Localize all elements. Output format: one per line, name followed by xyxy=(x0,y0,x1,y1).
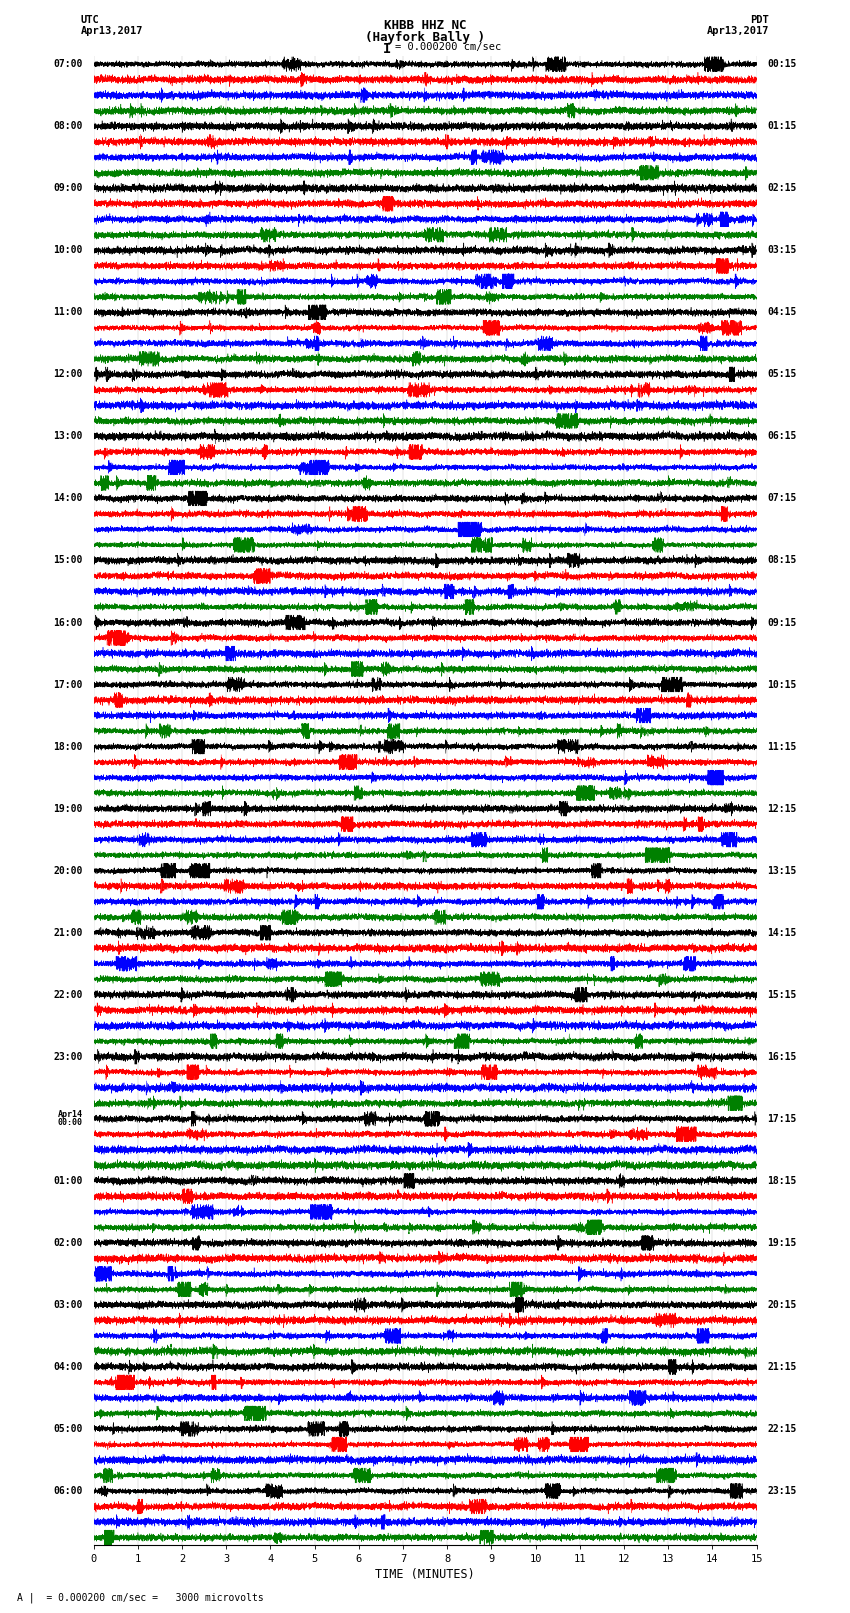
Text: 17:00: 17:00 xyxy=(53,679,82,689)
Text: 22:00: 22:00 xyxy=(53,990,82,1000)
Text: 21:15: 21:15 xyxy=(768,1361,797,1373)
Text: 15:00: 15:00 xyxy=(53,555,82,566)
Text: 09:15: 09:15 xyxy=(768,618,797,627)
Text: 02:15: 02:15 xyxy=(768,184,797,194)
Text: 05:00: 05:00 xyxy=(53,1424,82,1434)
Text: 16:00: 16:00 xyxy=(53,618,82,627)
Text: 14:00: 14:00 xyxy=(53,494,82,503)
Text: 07:15: 07:15 xyxy=(768,494,797,503)
Text: 11:00: 11:00 xyxy=(53,308,82,318)
Text: 12:00: 12:00 xyxy=(53,369,82,379)
Text: Apr13,2017: Apr13,2017 xyxy=(81,26,144,35)
Text: I: I xyxy=(382,42,391,56)
Text: 21:00: 21:00 xyxy=(53,927,82,937)
Text: 09:00: 09:00 xyxy=(53,184,82,194)
Text: 20:00: 20:00 xyxy=(53,866,82,876)
Text: 13:00: 13:00 xyxy=(53,431,82,442)
Text: 15:15: 15:15 xyxy=(768,990,797,1000)
Text: A |  = 0.000200 cm/sec =   3000 microvolts: A | = 0.000200 cm/sec = 3000 microvolts xyxy=(17,1592,264,1603)
Text: 20:15: 20:15 xyxy=(768,1300,797,1310)
Text: KHBB HHZ NC: KHBB HHZ NC xyxy=(383,19,467,32)
Text: 07:00: 07:00 xyxy=(53,60,82,69)
Text: 03:15: 03:15 xyxy=(768,245,797,255)
Text: 16:15: 16:15 xyxy=(768,1052,797,1061)
Text: (Hayfork Bally ): (Hayfork Bally ) xyxy=(365,31,485,44)
Text: 13:15: 13:15 xyxy=(768,866,797,876)
Text: 06:15: 06:15 xyxy=(768,431,797,442)
Text: Apr13,2017: Apr13,2017 xyxy=(706,26,769,35)
Text: Apr14: Apr14 xyxy=(58,1110,82,1119)
Text: 19:15: 19:15 xyxy=(768,1237,797,1248)
Text: PDT: PDT xyxy=(751,15,769,24)
Text: 22:15: 22:15 xyxy=(768,1424,797,1434)
X-axis label: TIME (MINUTES): TIME (MINUTES) xyxy=(375,1568,475,1581)
Text: 06:00: 06:00 xyxy=(53,1486,82,1495)
Text: 02:00: 02:00 xyxy=(53,1237,82,1248)
Text: 19:00: 19:00 xyxy=(53,803,82,813)
Text: 18:00: 18:00 xyxy=(53,742,82,752)
Text: 10:15: 10:15 xyxy=(768,679,797,689)
Text: 17:15: 17:15 xyxy=(768,1113,797,1124)
Text: 18:15: 18:15 xyxy=(768,1176,797,1186)
Text: 04:00: 04:00 xyxy=(53,1361,82,1373)
Text: 01:15: 01:15 xyxy=(768,121,797,131)
Text: 11:15: 11:15 xyxy=(768,742,797,752)
Text: 23:15: 23:15 xyxy=(768,1486,797,1495)
Text: 08:15: 08:15 xyxy=(768,555,797,566)
Text: 14:15: 14:15 xyxy=(768,927,797,937)
Text: 04:15: 04:15 xyxy=(768,308,797,318)
Text: 01:00: 01:00 xyxy=(53,1176,82,1186)
Text: 00:00: 00:00 xyxy=(58,1118,82,1127)
Text: 00:15: 00:15 xyxy=(768,60,797,69)
Text: 05:15: 05:15 xyxy=(768,369,797,379)
Text: 03:00: 03:00 xyxy=(53,1300,82,1310)
Text: 23:00: 23:00 xyxy=(53,1052,82,1061)
Text: 08:00: 08:00 xyxy=(53,121,82,131)
Text: 12:15: 12:15 xyxy=(768,803,797,813)
Text: 10:00: 10:00 xyxy=(53,245,82,255)
Text: UTC: UTC xyxy=(81,15,99,24)
Text: = 0.000200 cm/sec: = 0.000200 cm/sec xyxy=(395,42,501,52)
